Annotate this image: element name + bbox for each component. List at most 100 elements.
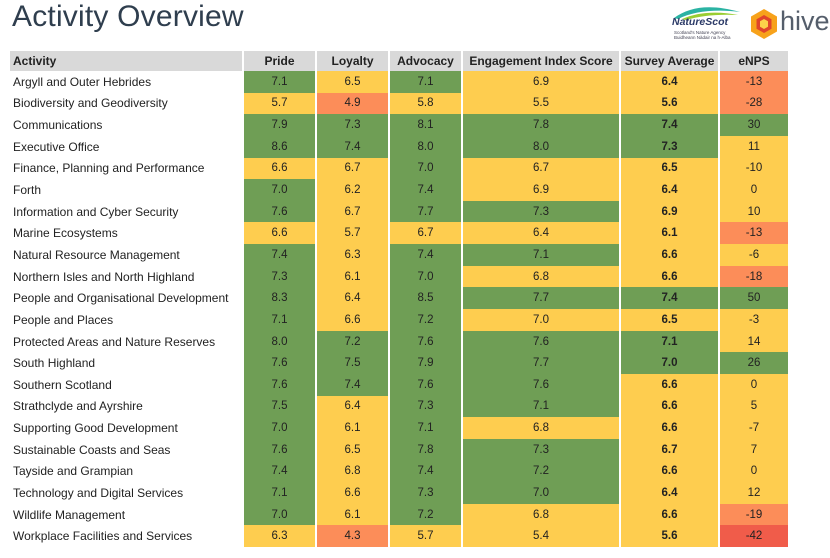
cell-survey-average: 6.5 [620,157,720,180]
cell-loyalty: 6.6 [316,309,390,331]
cell-activity: Protected Areas and Nature Reserves [10,330,244,353]
cell-survey-average: 7.4 [620,114,720,136]
cell-loyalty: 6.1 [316,417,390,439]
cell-enps: -6 [719,244,790,266]
table-row: Argyll and Outer Hebrides 7.1 6.5 7.1 6.9 6.4… [10,71,790,93]
cell-engagement-index-score: 7.3 [462,438,621,461]
cell-activity: People and Places [10,309,244,331]
cell-loyalty: 4.3 [316,525,390,548]
cell-advocacy: 7.9 [389,352,463,374]
cell-activity: Wildlife Management [10,503,244,526]
cell-loyalty: 6.5 [316,71,390,93]
cell-advocacy: 7.4 [389,244,463,266]
activity-table: Activity Pride Loyalty Advocacy Engageme… [10,51,790,548]
cell-enps: 0 [719,373,790,396]
cell-engagement-index-score: 7.1 [462,395,621,418]
table-row: Communications 7.9 7.3 8.1 7.8 7.4 30 [10,114,790,136]
cell-advocacy: 8.1 [389,114,463,136]
cell-survey-average: 6.4 [620,482,720,504]
table-row: Southern Scotland 7.6 7.4 7.6 7.6 6.6 0 [10,373,790,396]
cell-activity: Technology and Digital Services [10,482,244,504]
cell-engagement-index-score: 6.8 [462,417,621,439]
cell-activity: South Highland [10,352,244,374]
table-row: Technology and Digital Services 7.1 6.6 7.3… [10,482,790,504]
cell-survey-average: 5.6 [620,92,720,115]
cell-engagement-index-score: 6.4 [462,222,621,245]
table-row: Information and Cyber Security 7.6 6.7 7.7 7… [10,200,790,223]
cell-loyalty: 7.2 [316,330,390,353]
cell-advocacy: 8.0 [389,135,463,158]
cell-pride: 6.6 [243,157,317,180]
cell-survey-average: 6.7 [620,438,720,461]
table-row: Tayside and Grampian 7.4 6.8 7.4 7.2 6.6 0 [10,460,790,483]
cell-advocacy: 5.8 [389,92,463,115]
cell-loyalty: 6.6 [316,482,390,504]
cell-engagement-index-score: 7.7 [462,352,621,374]
naturescot-tagline: Scotland's Nature Agency Buidheann Nàdai… [674,30,731,40]
cell-enps: 50 [719,287,790,310]
cell-enps: -3 [719,309,790,331]
cell-loyalty: 6.7 [316,157,390,180]
table-row: Biodiversity and Geodiversity 5.7 4.9 5.8 5.… [10,92,790,115]
header-loyalty: Loyalty [316,51,390,71]
cell-enps: 12 [719,482,790,504]
cell-survey-average: 6.5 [620,309,720,331]
cell-pride: 7.6 [243,438,317,461]
cell-enps: 26 [719,352,790,374]
cell-pride: 7.6 [243,373,317,396]
cell-advocacy: 7.2 [389,503,463,526]
header-activity: Activity [10,51,244,71]
cell-enps: 11 [719,135,790,158]
cell-activity: Supporting Good Development [10,417,244,439]
cell-enps: -18 [719,265,790,288]
cell-pride: 8.6 [243,135,317,158]
cell-loyalty: 6.4 [316,287,390,310]
cell-survey-average: 7.3 [620,135,720,158]
cell-activity: Marine Ecosystems [10,222,244,245]
cell-pride: 6.3 [243,525,317,548]
cell-advocacy: 7.1 [389,417,463,439]
cell-engagement-index-score: 5.5 [462,92,621,115]
cell-pride: 7.1 [243,482,317,504]
cell-pride: 7.6 [243,200,317,223]
cell-advocacy: 7.2 [389,309,463,331]
cell-activity: Northern Isles and North Highland [10,265,244,288]
cell-engagement-index-score: 6.9 [462,71,621,93]
cell-pride: 8.3 [243,287,317,310]
cell-engagement-index-score: 6.9 [462,179,621,201]
cell-enps: 0 [719,179,790,201]
table-row: Protected Areas and Nature Reserves 8.0 7.… [10,330,790,353]
cell-survey-average: 6.6 [620,503,720,526]
cell-enps: 30 [719,114,790,136]
cell-enps: 10 [719,200,790,223]
cell-engagement-index-score: 7.3 [462,200,621,223]
cell-loyalty: 7.4 [316,135,390,158]
cell-pride: 7.9 [243,114,317,136]
header-advocacy: Advocacy [389,51,463,71]
table-row: Workplace Facilities and Services 6.3 4.3 5… [10,525,790,548]
cell-enps: -42 [719,525,790,548]
cell-engagement-index-score: 7.0 [462,482,621,504]
page-title: Activity Overview [12,0,244,33]
naturescot-logo: NatureScot Scotland's Nature Agency Buid… [672,6,744,46]
cell-engagement-index-score: 6.7 [462,157,621,180]
table-body: Argyll and Outer Hebrides 7.1 6.5 7.1 6.9 6.4… [10,71,790,548]
naturescot-name: NatureScot [672,16,729,28]
cell-loyalty: 6.2 [316,179,390,201]
cell-engagement-index-score: 5.4 [462,525,621,548]
cell-survey-average: 7.4 [620,287,720,310]
table-row: Strathclyde and Ayrshire 7.5 6.4 7.3 7.1 6.6 5 [10,395,790,418]
cell-activity: Strathclyde and Ayrshire [10,395,244,418]
cell-loyalty: 6.8 [316,460,390,483]
cell-activity: Finance, Planning and Performance [10,157,244,180]
cell-survey-average: 6.6 [620,417,720,439]
cell-survey-average: 7.0 [620,352,720,374]
cell-loyalty: 6.1 [316,503,390,526]
cell-pride: 5.7 [243,92,317,115]
cell-enps: -28 [719,92,790,115]
cell-survey-average: 6.6 [620,460,720,483]
table-row: Northern Isles and North Highland 7.3 6.1 7… [10,265,790,288]
cell-engagement-index-score: 7.1 [462,244,621,266]
cell-activity: Natural Resource Management [10,244,244,266]
cell-pride: 7.4 [243,460,317,483]
